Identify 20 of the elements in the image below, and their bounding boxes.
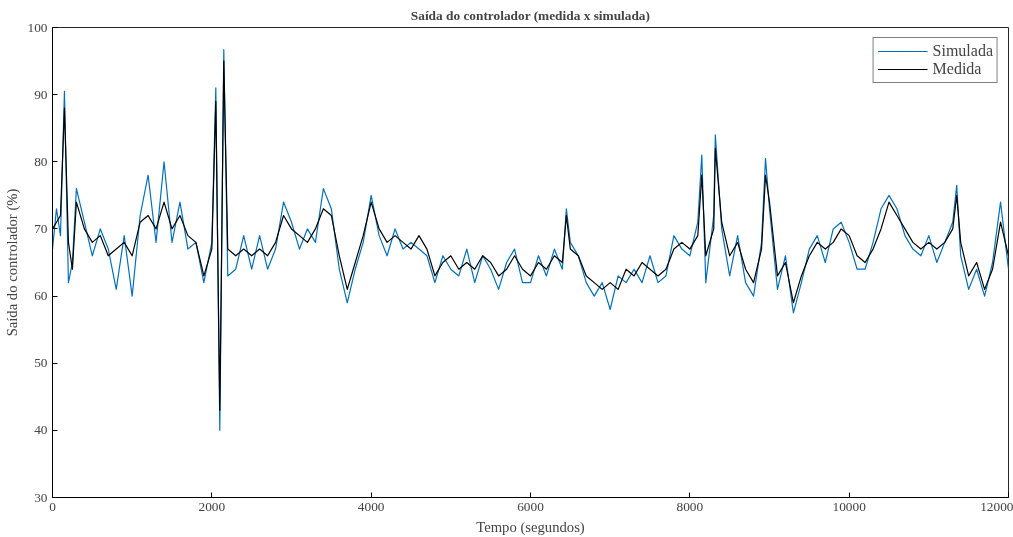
x-tick-label: 6000 — [517, 498, 545, 514]
x-tick-label: 4000 — [357, 498, 385, 514]
x-tick-label: 0 — [49, 498, 57, 514]
chart-title: Saída do controlador (medida x simulada) — [410, 7, 650, 23]
x-tick-label: 10000 — [832, 498, 867, 514]
x-tick-label: 2000 — [198, 498, 226, 514]
x-tick-label: 8000 — [676, 498, 704, 514]
y-axis-title: Saída do controlador (%) — [3, 188, 21, 337]
y-tick-label: 50 — [34, 355, 48, 371]
y-tick-label: 30 — [34, 489, 48, 505]
y-tick-label: 60 — [34, 288, 48, 304]
y-tick-label: 40 — [34, 422, 48, 438]
y-tick-label: 90 — [34, 86, 48, 102]
y-tick-label: 70 — [34, 220, 48, 236]
legend-label: Simulada — [932, 42, 993, 60]
legend-label: Medida — [932, 60, 982, 78]
x-axis-title: Tempo (segundos) — [476, 518, 585, 536]
y-tick-label: 100 — [27, 19, 48, 35]
x-tick-label: 12000 — [980, 498, 1013, 514]
y-tick-label: 80 — [34, 153, 48, 169]
